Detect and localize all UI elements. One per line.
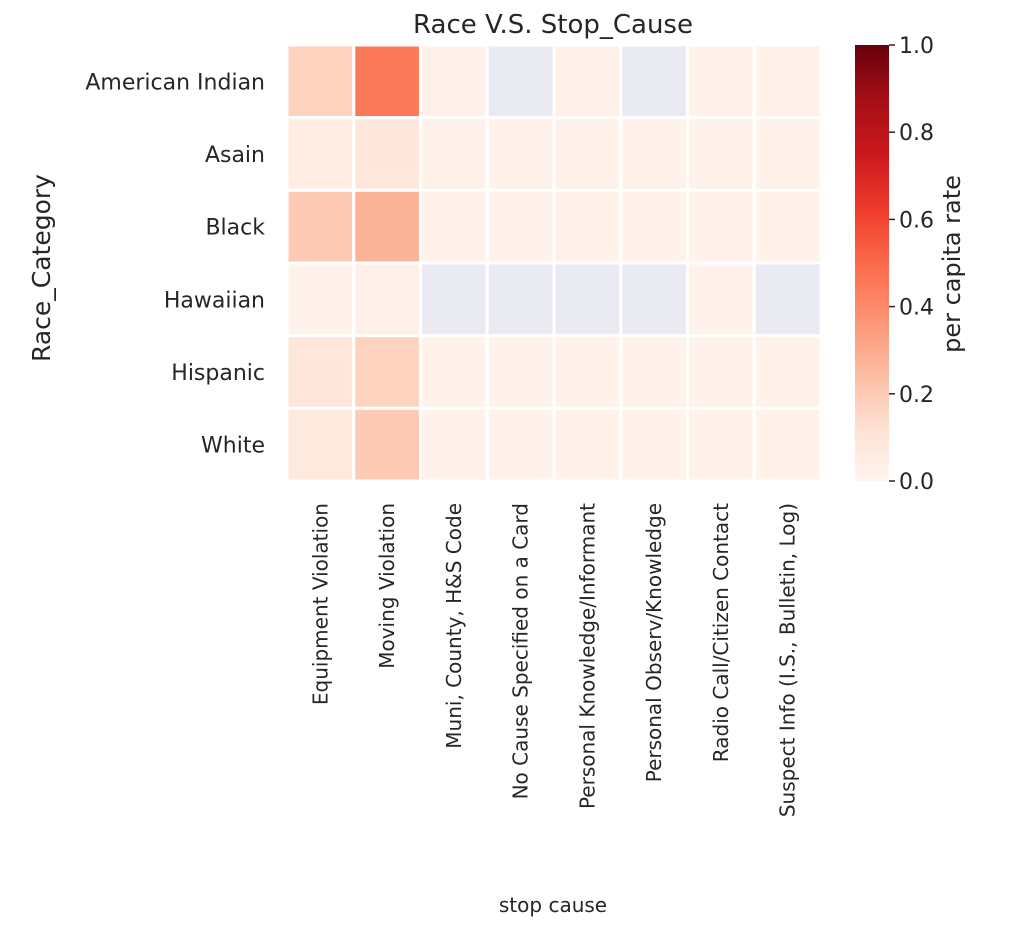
heatmap-cell — [686, 188, 756, 265]
x-tick-label: Equipment Violation — [308, 503, 332, 705]
heatmap-cell — [485, 334, 556, 410]
heatmap-cell — [552, 261, 623, 338]
x-tick-label: No Cause Specified on a Card — [509, 503, 533, 799]
heatmap-cell — [752, 334, 823, 410]
heatmap-cell — [619, 43, 689, 120]
heatmap-cell — [619, 334, 689, 410]
heatmap-cell — [552, 116, 623, 192]
colorbar: 0.0 0.2 0.4 0.6 0.8 1.0 — [855, 34, 934, 495]
y-tick-label: Hawaiian — [164, 288, 265, 313]
colorbar-tick-label: 0.6 — [899, 208, 934, 233]
x-tick-labels: Equipment Violation Moving Violation Muni,… — [308, 503, 799, 817]
x-tick-label: Personal Observ/Knowledge — [642, 503, 666, 782]
heatmap-cell — [485, 43, 556, 120]
heatmap-cell — [419, 43, 489, 120]
heatmap-cell — [419, 406, 489, 483]
heatmap-cell — [419, 334, 489, 410]
y-tick-label: Black — [205, 216, 265, 241]
x-tick-label: Suspect Info (I.S., Bulletin, Log) — [776, 503, 800, 817]
colorbar-label: per capita rate — [938, 175, 966, 353]
heatmap-cell — [619, 116, 689, 192]
y-axis-label: Race_Category — [27, 174, 56, 362]
heatmap-cell — [752, 406, 823, 483]
colorbar-tick-label: 0.0 — [899, 470, 934, 495]
colorbar-tick-label: 0.8 — [899, 121, 934, 146]
heatmap-cell — [619, 261, 689, 338]
heatmap-cell — [485, 261, 556, 338]
heatmap-cells — [285, 43, 823, 483]
heatmap-cell — [752, 188, 823, 265]
heatmap-cell — [419, 116, 489, 192]
heatmap-cell — [686, 116, 756, 192]
heatmap-cell — [285, 116, 356, 192]
y-tick-label: American Indian — [85, 70, 265, 95]
heatmap-cell — [619, 406, 689, 483]
heatmap-cell — [419, 188, 489, 265]
heatmap-cell — [352, 406, 422, 483]
heatmap-cell — [686, 43, 756, 120]
heatmap-cell — [552, 406, 623, 483]
heatmap-cell — [285, 261, 356, 338]
x-tick-label: Personal Knowledge/Informant — [575, 503, 599, 809]
heatmap-cell — [686, 406, 756, 483]
x-tick-label: Moving Violation — [375, 503, 399, 669]
x-axis-label: stop cause — [499, 893, 607, 917]
colorbar-tick-label: 1.0 — [899, 34, 934, 59]
heatmap-cell — [552, 334, 623, 410]
heatmap-cell — [485, 116, 556, 192]
colorbar-tick-label: 0.2 — [899, 383, 934, 408]
heatmap-cell — [752, 116, 823, 192]
heatmap-cell — [752, 261, 823, 338]
colorbar-gradient — [855, 45, 889, 481]
heatmap-cell — [285, 43, 356, 120]
heatmap-cell — [352, 334, 422, 410]
y-tick-label: Hispanic — [171, 361, 265, 386]
chart-title: Race V.S. Stop_Cause — [413, 10, 693, 40]
x-tick-label: Radio Call/Citizen Contact — [709, 503, 733, 762]
heatmap-cell — [552, 43, 623, 120]
heatmap-cell — [619, 188, 689, 265]
heatmap-cell — [285, 406, 356, 483]
x-tick-label: Muni, County, H&S Code — [442, 503, 466, 749]
heatmap-cell — [752, 43, 823, 120]
heatmap-cell — [552, 188, 623, 265]
heatmap-cell — [285, 334, 356, 410]
y-tick-label: Asain — [205, 143, 265, 168]
heatmap-cell — [352, 188, 422, 265]
heatmap-cell — [352, 261, 422, 338]
y-tick-label: White — [201, 434, 265, 459]
heatmap-cell — [352, 116, 422, 192]
heatmap-cell — [285, 188, 356, 265]
y-tick-labels: American Indian Asain Black Hawaiian Hispani… — [85, 70, 265, 458]
heatmap-cell — [419, 261, 489, 338]
heatmap-cell — [686, 261, 756, 338]
colorbar-tick-label: 0.4 — [899, 296, 934, 321]
heatmap-cell — [352, 43, 422, 120]
heatmap-cell — [686, 334, 756, 410]
heatmap-cell — [485, 406, 556, 483]
heatmap-cell — [485, 188, 556, 265]
